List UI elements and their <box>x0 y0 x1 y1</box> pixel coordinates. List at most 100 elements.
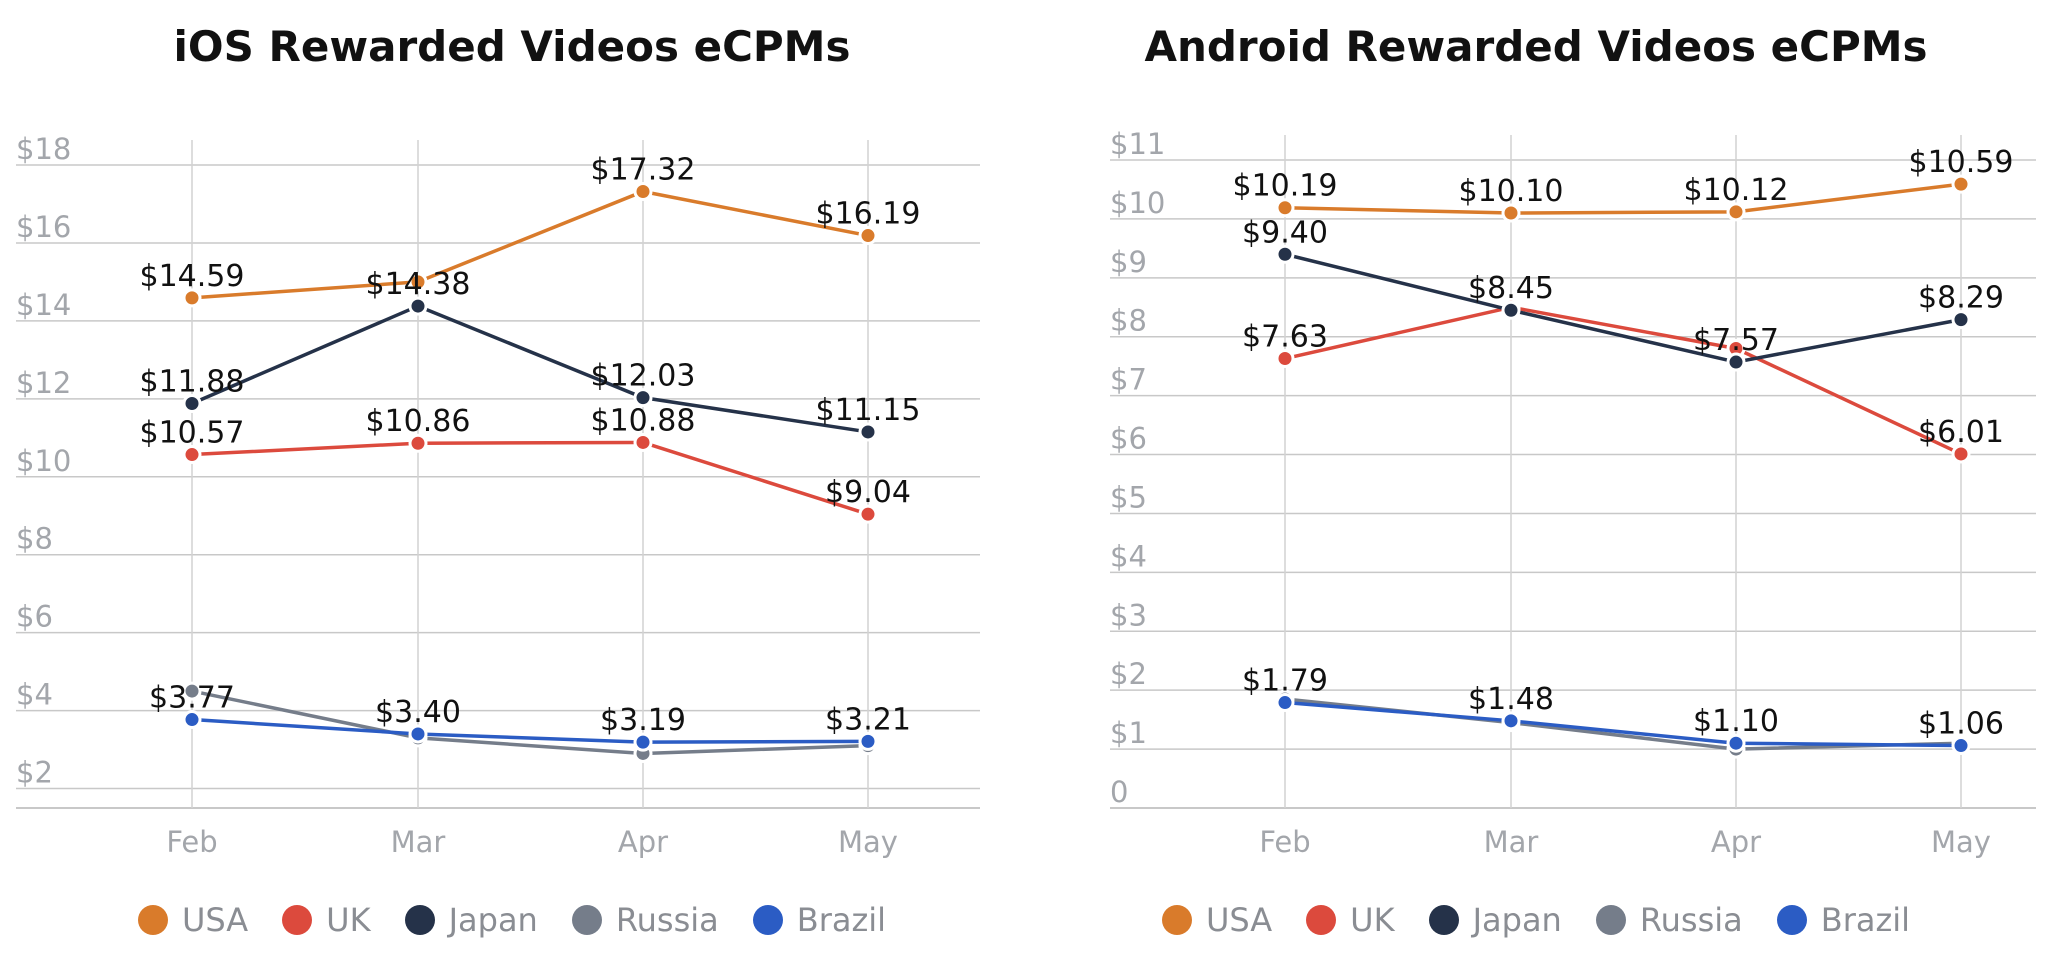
data-point-brazil[interactable] <box>1951 736 1971 756</box>
data-point-brazil[interactable] <box>182 710 202 730</box>
data-point-usa[interactable] <box>1726 202 1746 222</box>
data-label-brazil: $3.21 <box>825 702 911 737</box>
legend-swatch <box>571 905 602 935</box>
data-point-usa[interactable] <box>858 226 878 246</box>
legend-label: UK <box>1350 901 1395 939</box>
android-legend: USA UK Japan Russia Brazil <box>1024 895 2048 945</box>
data-point-brazil[interactable] <box>408 724 428 744</box>
data-point-usa[interactable] <box>1951 174 1971 194</box>
data-label-usa: $17.32 <box>591 152 696 187</box>
x-tick-label: Apr <box>618 825 668 859</box>
data-point-brazil[interactable] <box>1501 711 1521 731</box>
series-line-usa <box>191 189 869 300</box>
legend-label: Brazil <box>1820 901 1911 939</box>
data-point-japan[interactable] <box>633 388 653 408</box>
series-line-uk <box>1284 305 1962 456</box>
data-label-usa: $10.19 <box>1233 169 1338 204</box>
data-point-japan[interactable] <box>858 422 878 442</box>
data-point-usa[interactable] <box>182 288 202 308</box>
x-tick-label: Mar <box>1484 825 1539 859</box>
data-point-brazil[interactable] <box>858 731 878 751</box>
data-label-usa: $16.19 <box>816 197 921 232</box>
legend-swatch <box>282 905 313 935</box>
series-line-usa <box>1284 182 1962 215</box>
y-tick-label: 0 <box>1110 775 1128 809</box>
data-point-usa[interactable] <box>1501 203 1521 223</box>
data-label-uk: $10.86 <box>366 404 471 439</box>
legend-item-uk[interactable]: UK <box>1306 901 1395 939</box>
data-point-japan[interactable] <box>1501 300 1521 320</box>
series-line-japan <box>1284 252 1962 364</box>
legend-swatch <box>1776 905 1807 935</box>
legend-swatch <box>404 905 435 935</box>
legend-item-japan[interactable]: Japan <box>1428 901 1562 939</box>
data-point-uk[interactable] <box>1275 349 1295 369</box>
legend-item-usa[interactable]: USA <box>137 901 248 939</box>
data-point-usa[interactable] <box>408 272 428 292</box>
legend-item-russia[interactable]: Russia <box>1595 901 1743 939</box>
legend-label: Japan <box>448 901 538 939</box>
data-point-uk[interactable] <box>858 504 878 524</box>
data-label-uk: $9.04 <box>825 475 911 510</box>
legend-swatch <box>1428 905 1459 935</box>
data-label-brazil: $3.77 <box>149 681 235 716</box>
data-label-brazil: $3.40 <box>375 695 461 730</box>
series-line-brazil <box>1284 700 1962 748</box>
y-tick-label: $4 <box>16 678 53 712</box>
y-tick-label: $1 <box>1110 716 1147 750</box>
data-label-usa: $10.12 <box>1684 173 1789 208</box>
data-point-usa[interactable] <box>633 181 653 201</box>
data-point-uk[interactable] <box>1951 444 1971 464</box>
data-label-brazil: $1.06 <box>1918 707 2004 742</box>
data-label-japan: $11.15 <box>816 393 921 428</box>
data-point-usa[interactable] <box>1275 198 1295 218</box>
data-label-japan: $12.03 <box>591 359 696 394</box>
y-tick-label: $10 <box>1110 186 1165 220</box>
legend-item-brazil[interactable]: Brazil <box>1776 901 1911 939</box>
x-tick-label: Feb <box>1259 825 1310 859</box>
data-label-uk: $7.63 <box>1242 320 1328 355</box>
legend-item-japan[interactable]: Japan <box>404 901 538 939</box>
y-tick-label: $4 <box>1110 539 1147 573</box>
data-point-uk[interactable] <box>408 433 428 453</box>
data-point-japan[interactable] <box>182 393 202 413</box>
data-point-japan[interactable] <box>408 296 428 316</box>
chart-title: Android Rewarded Videos eCPMs <box>1144 22 1928 71</box>
data-point-uk[interactable] <box>182 445 202 465</box>
data-point-japan[interactable] <box>1275 244 1295 264</box>
x-tick-label: Mar <box>391 825 446 859</box>
y-tick-label: $6 <box>1110 422 1147 456</box>
data-label-japan: $8.29 <box>1918 281 2004 316</box>
data-point-russia[interactable] <box>182 681 202 701</box>
legend-label: Brazil <box>796 901 887 939</box>
data-label-usa: $10.10 <box>1459 174 1564 209</box>
data-label-brazil: $3.19 <box>600 703 686 738</box>
data-point-brazil[interactable] <box>633 732 653 752</box>
x-tick-label: Apr <box>1711 825 1761 859</box>
data-point-brazil[interactable] <box>1275 693 1295 713</box>
data-label-japan: $9.40 <box>1242 215 1328 250</box>
legend-swatch <box>752 905 783 935</box>
legend-item-brazil[interactable]: Brazil <box>752 901 887 939</box>
data-point-japan[interactable] <box>1951 310 1971 330</box>
data-label-usa: $14.59 <box>140 259 245 294</box>
ios-plot: $2 $4 $6 $8 $10 $12 $14 $16 $18 Feb Mar Apr May $3.77… <box>16 132 980 859</box>
y-tick-label: $12 <box>16 366 71 400</box>
y-tick-label: $14 <box>16 288 71 322</box>
data-point-brazil[interactable] <box>1726 733 1746 753</box>
legend-item-usa[interactable]: USA <box>1161 901 1272 939</box>
ios-chart: iOS Rewarded Videos eCPMs $2 $4 $6 $8 $10 $12… <box>0 22 1024 945</box>
ios-legend: USA UK Japan Russia Brazil <box>0 895 1024 945</box>
legend-label: Russia <box>1639 901 1743 939</box>
data-label-usa: $10.59 <box>1909 145 2014 180</box>
data-point-japan[interactable] <box>1726 352 1746 372</box>
y-tick-label: $2 <box>1110 657 1147 691</box>
data-label-uk: $6.01 <box>1918 415 2004 450</box>
data-label-brazil: $1.10 <box>1693 704 1779 739</box>
data-point-uk[interactable] <box>633 432 653 452</box>
legend-item-russia[interactable]: Russia <box>571 901 719 939</box>
legend-item-uk[interactable]: UK <box>282 901 371 939</box>
x-tick-label: May <box>838 825 898 859</box>
android-chart: Android Rewarded Videos eCPMs 0 $1 $2 $3 $4 $… <box>1024 0 2048 965</box>
y-tick-label: $3 <box>1110 598 1147 632</box>
